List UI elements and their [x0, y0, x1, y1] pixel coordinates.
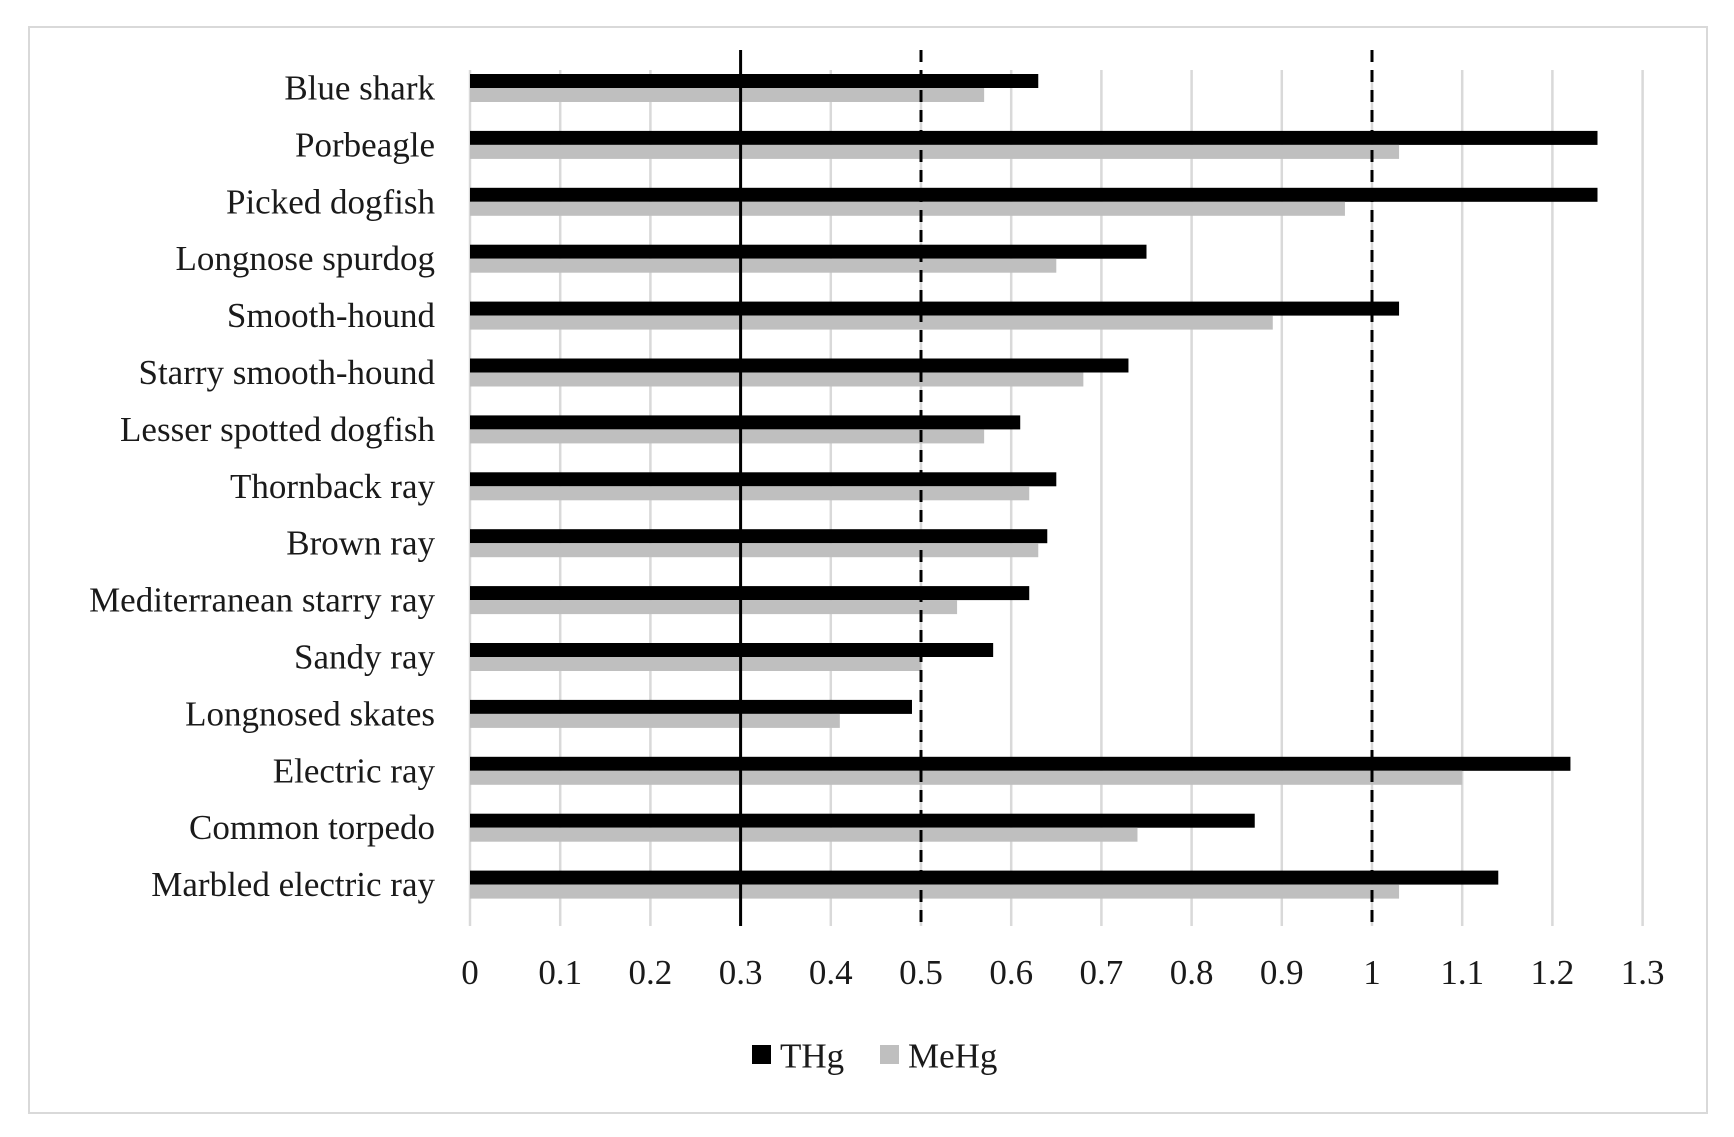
x-tick-label-1: 1 — [1363, 953, 1381, 992]
x-tick-label-0.9: 0.9 — [1260, 953, 1304, 992]
x-tick-label-0.6: 0.6 — [989, 953, 1033, 992]
bar-mehg-12 — [470, 770, 1463, 785]
bar-thg-1 — [470, 130, 1598, 145]
bars-layer — [470, 74, 1598, 899]
category-label-4: Smooth-hound — [227, 296, 436, 335]
bar-thg-4 — [470, 301, 1400, 316]
category-label-6: Lesser spotted dogfish — [120, 410, 435, 449]
bar-thg-8 — [470, 529, 1048, 544]
reference-lines-layer — [739, 50, 1374, 926]
bar-mehg-5 — [470, 372, 1084, 387]
bar-thg-13 — [470, 813, 1255, 828]
x-tick-label-0.5: 0.5 — [899, 953, 943, 992]
x-tick-label-0.1: 0.1 — [538, 953, 582, 992]
bar-mehg-9 — [470, 600, 958, 615]
category-label-11: Longnosed skates — [185, 694, 435, 733]
bar-thg-12 — [470, 756, 1571, 771]
x-tick-label-1.1: 1.1 — [1440, 953, 1484, 992]
category-labels: Blue shark Porbeagle Picked dogfish Longnos… — [89, 69, 435, 905]
category-label-14: Marbled electric ray — [151, 865, 435, 904]
bar-thg-9 — [470, 586, 1030, 601]
bar-thg-6 — [470, 415, 1021, 430]
category-label-13: Common torpedo — [189, 808, 435, 847]
x-tick-label-0: 0 — [461, 953, 479, 992]
bar-thg-10 — [470, 643, 994, 657]
x-axis-tick-labels: 0 0.1 0.2 0.3 0.4 0.5 0.6 0.7 0.8 0.9 1 1.1 1.2 1.3 — [461, 953, 1664, 992]
category-label-0: Blue shark — [284, 69, 435, 108]
legend-swatch-thg — [752, 1045, 771, 1064]
x-tick-label-0.2: 0.2 — [629, 953, 673, 992]
category-label-1: Porbeagle — [295, 125, 435, 164]
category-label-9: Mediterranean starry ray — [89, 581, 435, 620]
bar-mehg-4 — [470, 315, 1273, 330]
legend-label-thg: THg — [780, 1037, 844, 1076]
bar-thg-11 — [470, 699, 912, 714]
legend: THg MeHg — [752, 1037, 997, 1076]
bar-mehg-13 — [470, 827, 1138, 842]
category-label-2: Picked dogfish — [226, 182, 436, 221]
x-tick-label-0.8: 0.8 — [1170, 953, 1214, 992]
bar-mehg-3 — [470, 258, 1057, 273]
legend-label-mehg: MeHg — [908, 1037, 997, 1076]
bar-mehg-7 — [470, 486, 1030, 501]
bar-mehg-10 — [470, 657, 921, 671]
category-label-7: Thornback ray — [230, 467, 436, 506]
x-tick-label-0.7: 0.7 — [1080, 953, 1124, 992]
bar-thg-2 — [470, 187, 1598, 202]
bar-mehg-1 — [470, 144, 1400, 159]
bar-thg-14 — [470, 870, 1499, 885]
x-tick-label-1.2: 1.2 — [1531, 953, 1575, 992]
category-label-3: Longnose spurdog — [175, 239, 435, 278]
category-label-10: Sandy ray — [294, 638, 435, 677]
bar-thg-7 — [470, 472, 1057, 487]
bar-thg-0 — [470, 74, 1039, 88]
x-tick-label-1.3: 1.3 — [1621, 953, 1665, 992]
x-tick-label-0.4: 0.4 — [809, 953, 853, 992]
legend-swatch-mehg — [880, 1045, 899, 1064]
category-label-12: Electric ray — [273, 751, 436, 790]
bar-mehg-8 — [470, 543, 1039, 558]
bar-mehg-14 — [470, 884, 1400, 899]
x-tick-label-0.3: 0.3 — [719, 953, 763, 992]
category-label-8: Brown ray — [286, 524, 435, 563]
bar-mehg-0 — [470, 88, 985, 102]
category-label-5: Starry smooth-hound — [138, 353, 435, 392]
bar-mehg-11 — [470, 713, 840, 728]
bar-thg-3 — [470, 244, 1147, 259]
bar-thg-5 — [470, 358, 1129, 373]
bar-mehg-6 — [470, 429, 985, 444]
bar-mehg-2 — [470, 201, 1345, 216]
